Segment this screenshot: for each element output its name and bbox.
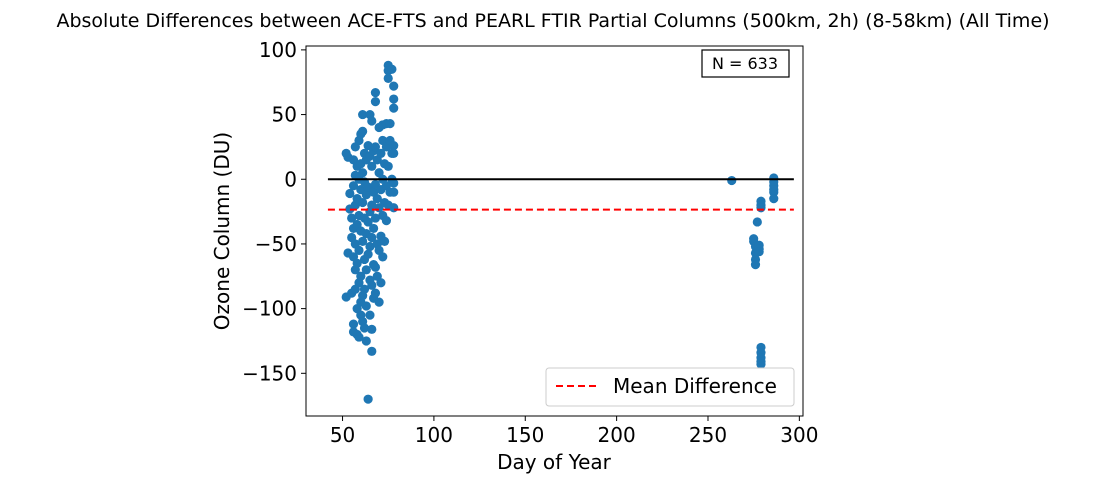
data-point [376,278,386,288]
y-tick-label: −50 [255,232,297,256]
data-point [389,148,399,158]
x-tick-label: 200 [598,423,636,447]
data-point [359,323,370,333]
data-point [389,203,399,213]
data-point [389,187,399,197]
data-point [370,213,381,223]
data-point [381,216,391,226]
data-point [367,161,377,171]
data-point [358,109,368,120]
x-tick-label: 150 [506,423,544,447]
count-annotation: N = 633 [701,49,790,78]
data-point [378,252,388,262]
data-point [365,310,375,320]
plot-frame [305,45,804,417]
y-tick-label: −100 [242,297,297,321]
data-point [352,258,362,268]
data-point [389,178,399,188]
data-point [389,81,399,91]
data-point [367,280,377,290]
y-tick-label: 100 [259,38,297,62]
data-point [769,187,779,197]
data-point [374,297,384,307]
data-point [752,217,762,227]
data-point [370,288,381,298]
data-point [348,181,359,191]
data-point [389,103,399,113]
y-axis-label: Ozone Column (DU) [210,132,234,330]
data-point [348,319,359,329]
x-axis-ticks: 50 100 150 200 250 300 [330,416,818,447]
data-point [361,265,371,275]
y-axis-ticks: 100 50 0 −50 −100 −150 [242,38,306,385]
data-point [367,200,377,210]
data-point [754,247,764,257]
count-annotation-text: N = 633 [712,54,778,73]
data-point [361,301,371,311]
data-point [367,232,377,243]
data-point [370,142,381,152]
data-point [354,332,364,342]
y-tick-label: −150 [242,361,297,385]
data-point [361,336,371,346]
data-point [727,175,737,186]
data-point [370,262,381,272]
data-point [379,236,390,246]
data-point [361,190,371,200]
count-annotation-box [701,49,790,78]
legend: Mean Difference [545,367,795,407]
data-point [367,324,377,334]
x-tick-label: 300 [780,423,818,447]
chart-title: Absolute Differences between ACE-FTS and… [56,10,1049,32]
x-tick-label: 100 [415,423,453,447]
data-point [385,119,395,129]
x-tick-label: 250 [689,423,727,447]
data-point [365,241,375,252]
data-point [756,359,766,369]
data-points [341,60,779,404]
data-point [359,284,370,294]
data-point [756,203,766,213]
data-point [358,197,368,208]
legend-mean-difference-label: Mean Difference [613,374,777,398]
x-axis-label: Day of Year [497,450,612,474]
legend-box [545,367,795,407]
data-point [389,141,399,151]
y-tick-label: 0 [284,167,297,191]
data-point [750,260,761,270]
data-point [372,194,382,204]
data-point [345,188,355,199]
data-point [347,213,357,223]
data-point [383,161,393,171]
data-point [369,223,379,234]
data-point [367,346,377,356]
data-point [367,116,377,126]
data-point [376,148,386,158]
data-point [383,73,393,83]
data-point [370,97,381,107]
data-point [363,217,373,227]
reference-lines [327,178,794,211]
data-point [358,126,368,136]
data-point [387,64,397,74]
data-point [358,236,368,246]
y-tick-label: 50 [272,103,297,127]
data-point [363,249,373,259]
data-point [354,245,364,256]
data-point [769,194,779,204]
data-point [358,168,368,178]
data-point [370,87,381,98]
data-point [356,271,366,281]
data-point [389,94,399,104]
data-point [363,394,373,404]
x-tick-label: 50 [330,423,355,447]
